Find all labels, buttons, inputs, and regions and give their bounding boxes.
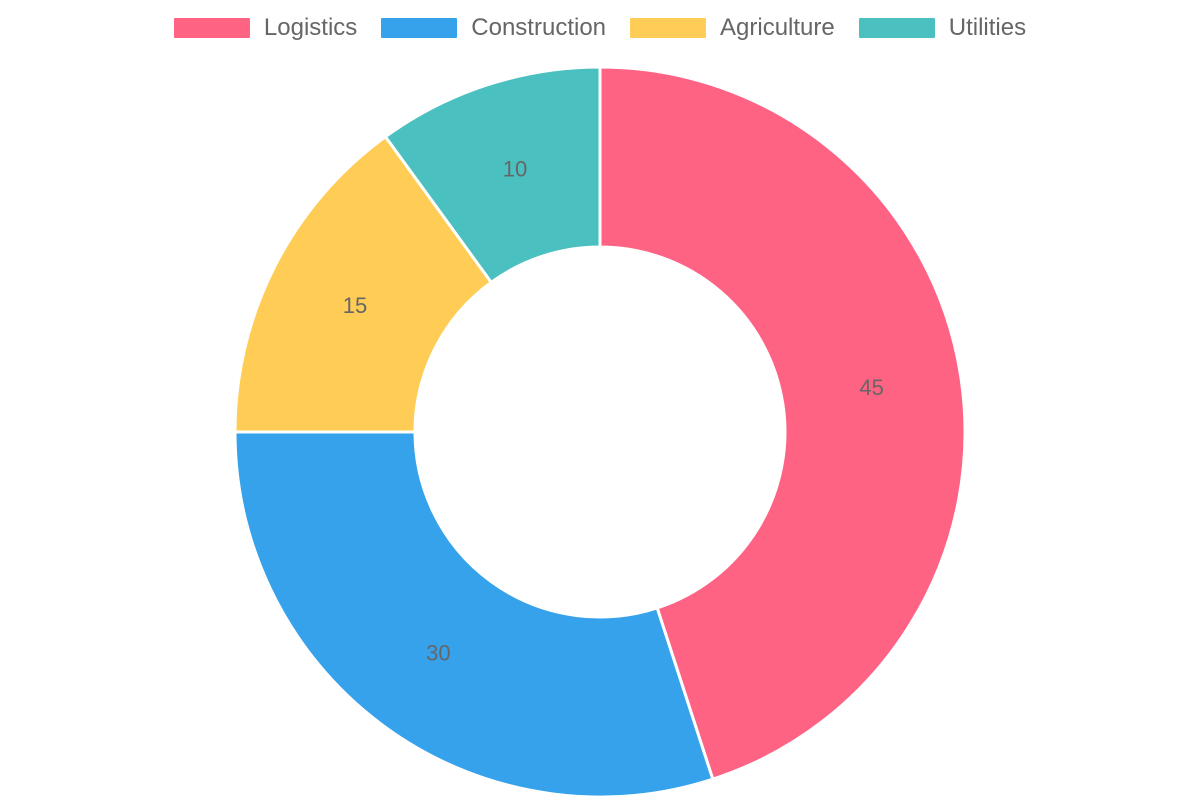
slice-construction[interactable]: [233, 430, 715, 799]
legend-swatch-logistics: [173, 18, 250, 38]
legend-label-utilities: Utilities: [948, 14, 1027, 41]
legend-item-utilities[interactable]: Utilities: [858, 14, 1027, 42]
slice-agriculture[interactable]: [233, 134, 494, 434]
slice-utilities[interactable]: [383, 65, 602, 285]
data-label-construction: 30: [426, 640, 450, 665]
legend-item-agriculture[interactable]: Agriculture: [630, 14, 835, 42]
data-label-utilities: 10: [503, 156, 527, 181]
legend-label-agriculture: Agriculture: [720, 14, 835, 41]
chart-legend: Logistics Construction Agriculture Utili…: [0, 14, 1200, 42]
legend-item-construction[interactable]: Construction: [381, 14, 606, 42]
legend-label-construction: Construction: [471, 14, 607, 41]
legend-swatch-construction: [381, 18, 458, 38]
legend-item-logistics[interactable]: Logistics: [173, 14, 358, 42]
legend-swatch-utilities: [858, 18, 935, 38]
doughnut-slices: [233, 65, 967, 799]
data-label-agriculture: 15: [343, 293, 367, 318]
legend-label-logistics: Logistics: [263, 14, 358, 41]
data-label-logistics: 45: [859, 375, 883, 400]
doughnut-data-labels: 45 30 15 10: [343, 156, 884, 665]
legend-swatch-agriculture: [630, 18, 707, 38]
slice-logistics[interactable]: [598, 65, 967, 782]
